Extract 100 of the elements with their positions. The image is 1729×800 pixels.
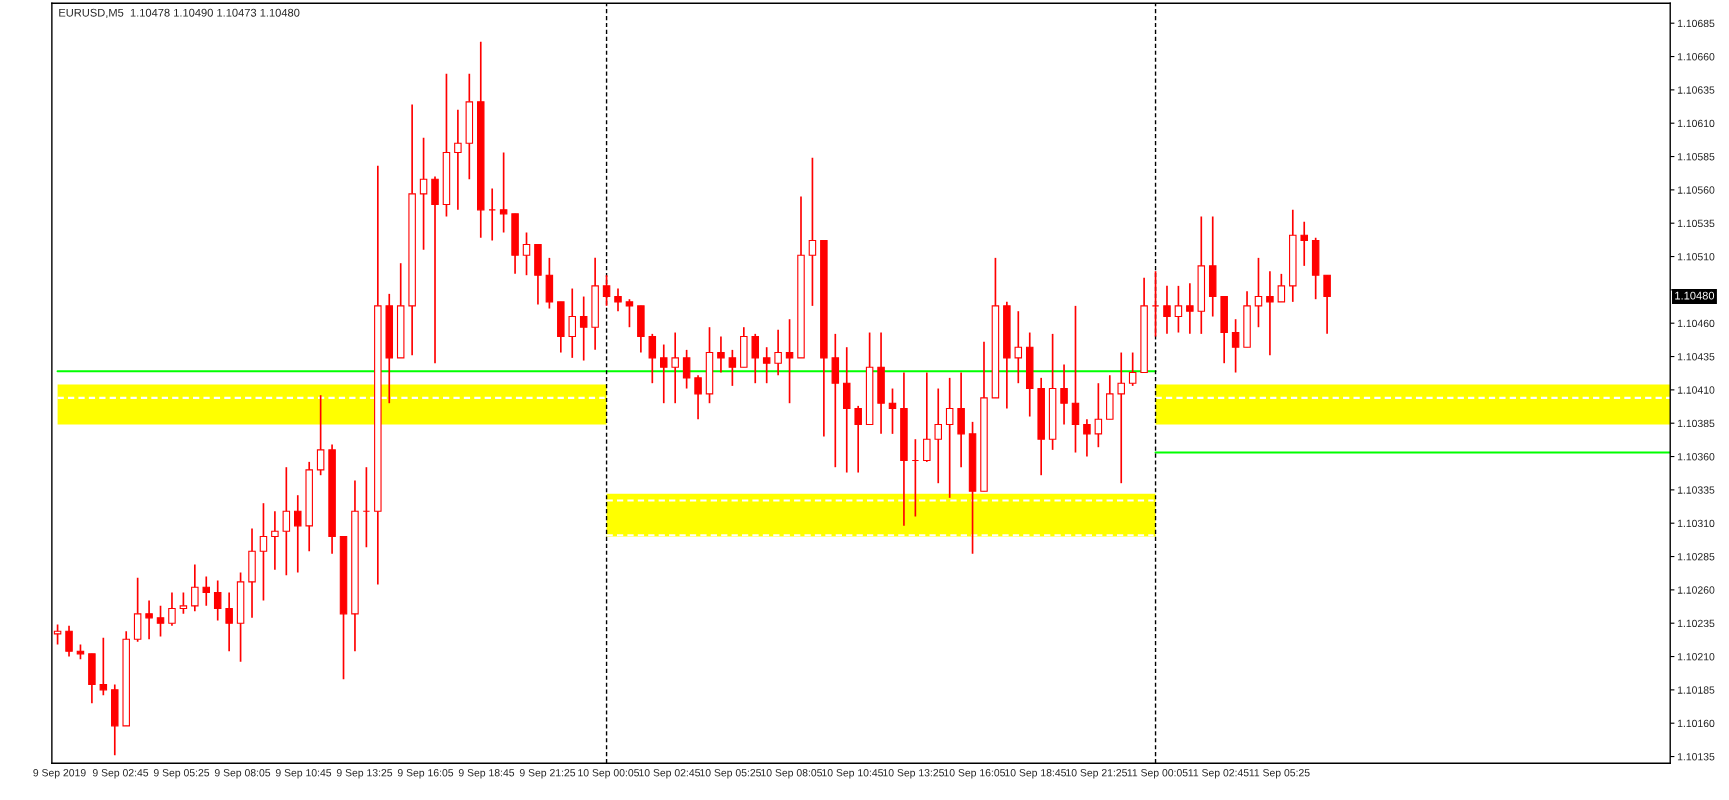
candlestick	[659, 343, 668, 405]
candlestick	[1300, 221, 1308, 267]
y-tick-label: 1.10285	[1677, 553, 1715, 561]
x-tick-label: 11 Sep 05:25	[1249, 769, 1310, 779]
candlestick	[785, 318, 794, 405]
x-tick-label: 9 Sep 10:45	[275, 769, 332, 779]
candlestick	[1174, 285, 1183, 334]
candlestick	[271, 510, 279, 571]
x-tick-label: 9 Sep 18:45	[458, 769, 515, 779]
candlestick	[259, 502, 268, 602]
candlestick	[1266, 270, 1274, 357]
text: 1.10480	[1675, 291, 1715, 300]
x-tick-label: 10 Sep 08:05	[761, 769, 823, 779]
candlestick	[774, 329, 782, 377]
x-tick-label: 10 Sep 16:05	[944, 769, 1006, 779]
y-tick-label: 1.10685	[1677, 19, 1715, 28]
candlestick	[934, 387, 942, 485]
candlestick	[99, 637, 108, 697]
y-tick-label: 1.10260	[1677, 586, 1715, 594]
y-tick-label: 1.10510	[1677, 253, 1715, 261]
x-tick-label: 10 Sep 18:45	[1005, 769, 1067, 779]
y-tick-label: 1.10210	[1677, 653, 1715, 661]
y-tick-label: 1.10160	[1677, 719, 1715, 728]
chart-title: EURUSD,M5 1.10478 1.10490 1.10473 1.10480	[59, 8, 300, 18]
candlestick	[923, 371, 931, 463]
y-tick-label: 1.10435	[1677, 353, 1715, 361]
x-tick-label: 10 Sep 02:45	[639, 769, 701, 779]
candlestick	[751, 333, 760, 385]
x-tick-label: 9 Sep 21:25	[519, 769, 576, 779]
y-tick-label: 1.10660	[1677, 53, 1715, 61]
candlestick	[145, 599, 153, 641]
candlestick	[694, 374, 702, 421]
x-tick-label: 9 Sep 2019	[33, 769, 86, 779]
candlestick	[225, 591, 233, 653]
y-tick-label: 1.10635	[1677, 86, 1715, 94]
candlestick	[614, 287, 622, 313]
candlestick	[156, 605, 165, 638]
candlestick	[1083, 418, 1091, 458]
candlestick	[168, 591, 176, 627]
candlestick	[1128, 351, 1137, 387]
candlestick	[179, 591, 188, 615]
x-tick-label: 10 Sep 13:25	[883, 769, 945, 779]
candlestick	[568, 287, 577, 359]
candlestick	[717, 335, 725, 374]
candlestick	[419, 137, 428, 251]
y-tick-label: 1.10135	[1677, 753, 1715, 761]
candlestick	[65, 625, 73, 658]
y-tick-label: 1.10185	[1677, 686, 1715, 694]
candlestick	[454, 109, 462, 211]
candlestick	[1277, 273, 1286, 303]
x-tick-label: 11 Sep 02:45	[1188, 769, 1249, 779]
candlestick	[1117, 351, 1125, 485]
y-tick-label: 1.10585	[1677, 153, 1715, 161]
candlestick	[762, 346, 771, 385]
candlestick	[1254, 257, 1263, 329]
x-tick-label: 10 Sep 05:25	[700, 769, 762, 779]
x-tick-label: 10 Sep 21:25	[1066, 769, 1128, 779]
candlestick	[808, 157, 817, 307]
candlestick	[682, 349, 691, 390]
x-tick-label: 9 Sep 08:05	[214, 769, 271, 779]
y-tick-label: 1.10535	[1677, 219, 1715, 228]
candlestick	[625, 298, 634, 329]
candlestick	[202, 575, 211, 607]
y-tick-label: 1.10310	[1677, 519, 1715, 528]
candlestick	[282, 466, 291, 577]
x-tick-label: 9 Sep 02:45	[92, 769, 149, 779]
candlestick	[191, 563, 199, 613]
candlestick	[1323, 274, 1331, 335]
y-tick-label: 1.10385	[1677, 419, 1715, 428]
candlestick	[671, 331, 679, 405]
y-tick-label: 1.10360	[1677, 453, 1715, 461]
candlestick	[213, 579, 222, 622]
candlestick	[1071, 305, 1080, 454]
candlestick	[854, 405, 862, 474]
y-tick-label: 1.10335	[1677, 486, 1715, 494]
candlestick	[1094, 382, 1103, 449]
candlestick	[53, 623, 62, 646]
y-tick-label: 1.10235	[1677, 619, 1715, 628]
x-tick-label: 10 Sep 00:05	[578, 769, 640, 779]
x-tick-label: 9 Sep 05:25	[153, 769, 210, 779]
x-tick-label: 9 Sep 16:05	[397, 769, 454, 779]
candlestick	[648, 333, 657, 385]
candlestick	[1060, 363, 1068, 426]
x-tick-label: 9 Sep 13:25	[336, 769, 393, 779]
candlestick	[602, 274, 611, 307]
y-tick-label: 1.10560	[1677, 186, 1715, 194]
candlestick	[522, 231, 531, 277]
x-tick-label: 11 Sep 00:05	[1127, 769, 1188, 779]
candlestick	[579, 295, 588, 362]
y-tick-label: 1.10410	[1677, 386, 1715, 394]
x-tick-label: 10 Sep 10:45	[822, 769, 884, 779]
candlestick	[1231, 318, 1240, 374]
y-tick-label: 1.10460	[1677, 319, 1715, 328]
candlestick	[1151, 270, 1160, 338]
candlestick	[1163, 285, 1171, 335]
y-tick-label: 1.10610	[1677, 119, 1715, 128]
candlestick	[499, 151, 508, 234]
candlestick	[294, 494, 302, 574]
candlestick	[728, 349, 737, 387]
candlestick	[1014, 310, 1023, 385]
